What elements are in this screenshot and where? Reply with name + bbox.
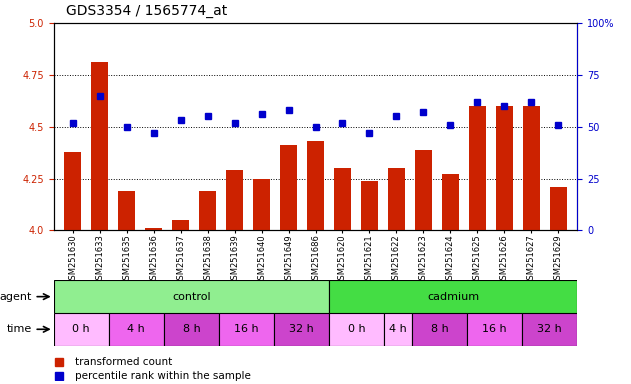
Bar bbox=[172, 220, 189, 230]
Text: 8 h: 8 h bbox=[431, 324, 449, 334]
Bar bbox=[522, 313, 577, 346]
Bar bbox=[329, 313, 384, 346]
Text: 4 h: 4 h bbox=[127, 324, 145, 334]
Bar bbox=[219, 313, 274, 346]
Bar bbox=[329, 280, 577, 313]
Text: GDS3354 / 1565774_at: GDS3354 / 1565774_at bbox=[66, 4, 228, 18]
Bar bbox=[145, 228, 162, 230]
Text: control: control bbox=[172, 291, 211, 302]
Bar bbox=[64, 152, 81, 230]
Bar bbox=[442, 174, 459, 230]
Text: 8 h: 8 h bbox=[182, 324, 200, 334]
Text: 0 h: 0 h bbox=[348, 324, 365, 334]
Text: percentile rank within the sample: percentile rank within the sample bbox=[74, 371, 251, 381]
Bar bbox=[469, 106, 486, 230]
Bar bbox=[54, 280, 329, 313]
Bar bbox=[389, 168, 404, 230]
Text: 0 h: 0 h bbox=[73, 324, 90, 334]
Bar bbox=[254, 179, 269, 230]
Bar bbox=[334, 168, 351, 230]
Bar bbox=[467, 313, 522, 346]
Text: 16 h: 16 h bbox=[234, 324, 259, 334]
Bar bbox=[274, 313, 329, 346]
Text: 16 h: 16 h bbox=[482, 324, 507, 334]
Bar bbox=[497, 106, 512, 230]
Bar bbox=[54, 313, 109, 346]
Bar bbox=[91, 63, 108, 230]
Bar bbox=[119, 191, 134, 230]
Text: time: time bbox=[6, 324, 32, 334]
Bar bbox=[227, 170, 242, 230]
Bar bbox=[280, 146, 297, 230]
Bar bbox=[362, 180, 377, 230]
Bar bbox=[109, 313, 164, 346]
Bar bbox=[384, 313, 412, 346]
Bar bbox=[415, 149, 432, 230]
Text: 32 h: 32 h bbox=[290, 324, 314, 334]
Text: 32 h: 32 h bbox=[538, 324, 562, 334]
Text: agent: agent bbox=[0, 291, 32, 302]
Text: 4 h: 4 h bbox=[389, 324, 407, 334]
Bar bbox=[523, 106, 540, 230]
Bar bbox=[164, 313, 219, 346]
Bar bbox=[550, 187, 567, 230]
Text: cadmium: cadmium bbox=[427, 291, 480, 302]
Bar bbox=[307, 141, 324, 230]
Text: transformed count: transformed count bbox=[74, 357, 172, 367]
Bar bbox=[412, 313, 467, 346]
Bar bbox=[199, 191, 216, 230]
